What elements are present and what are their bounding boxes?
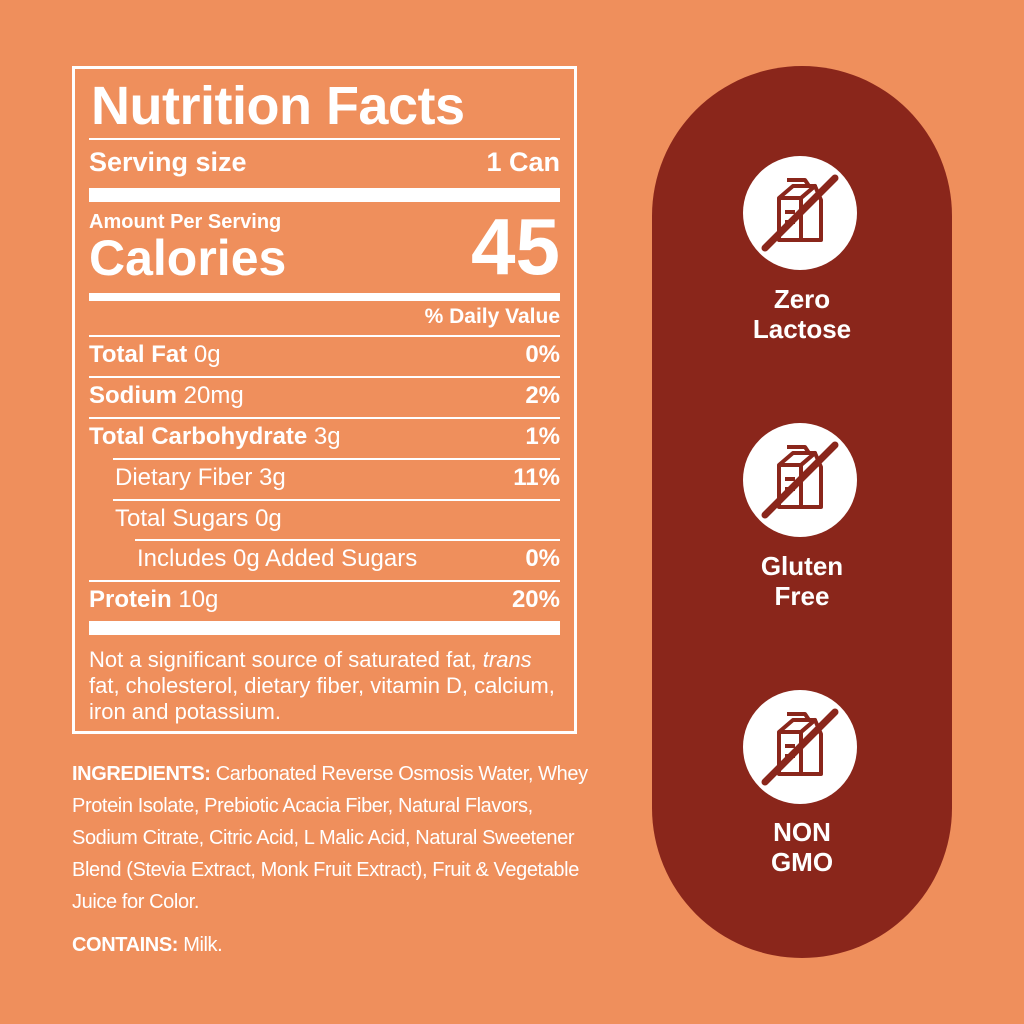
medium-divider: [89, 293, 560, 301]
nutrient-row: Dietary Fiber 3g: [115, 464, 286, 491]
nutrition-facts-panel: Nutrition Facts Serving size 1 Can Amoun…: [72, 66, 577, 734]
no-milk-carton-icon: [743, 156, 857, 270]
divider: [89, 376, 560, 378]
divider: [113, 458, 560, 460]
contains-text: CONTAINS: Milk.: [72, 934, 223, 956]
divider: [89, 138, 560, 140]
nutrient-row: Sodium 20mg: [89, 382, 244, 409]
badge-label: Gluten Free: [760, 551, 844, 611]
serving-size-label: Serving size: [89, 147, 247, 177]
nutrient-row: Total Carbohydrate 3g: [89, 423, 341, 450]
divider: [89, 417, 560, 419]
nutrient-dv: 0%: [525, 341, 560, 368]
badge-label: Zero Lactose: [752, 284, 852, 344]
divider: [135, 539, 560, 541]
nutrient-dv: 1%: [525, 423, 560, 450]
nutrient-dv: 0%: [525, 545, 560, 572]
badges-panel: Zero Lactose Gluten Free NON G: [652, 66, 952, 958]
thick-divider: [89, 621, 560, 635]
nutrient-row: Includes 0g Added Sugars: [137, 545, 418, 572]
no-milk-carton-icon: [743, 423, 857, 537]
nutrient-dv: 2%: [525, 382, 560, 409]
divider: [89, 580, 560, 582]
amount-per-serving: Amount Per Serving: [89, 211, 282, 233]
nutrient-row: Total Sugars 0g: [115, 505, 282, 532]
nutrient-row: Total Fat 0g: [89, 341, 221, 368]
calories-label: Calories: [89, 230, 287, 286]
nutrition-facts-title: Nutrition Facts: [91, 76, 465, 136]
divider: [113, 499, 560, 501]
badge-label: NON GMO: [770, 817, 834, 877]
no-milk-carton-icon: [743, 690, 857, 804]
nutrition-footnote: Not a significant source of saturated fa…: [89, 647, 555, 724]
ingredients-text: INGREDIENTS: Carbonated Reverse Osmosis …: [72, 763, 588, 913]
thick-divider: [89, 188, 560, 202]
serving-size-value: 1 Can: [486, 147, 560, 177]
daily-value-header: % Daily Value: [424, 305, 560, 328]
divider: [89, 335, 560, 337]
nutrient-row: Protein 10g: [89, 586, 219, 613]
nutrient-dv: 11%: [513, 464, 560, 491]
calories-value: 45: [471, 202, 560, 291]
nutrient-dv: 20%: [511, 586, 560, 613]
